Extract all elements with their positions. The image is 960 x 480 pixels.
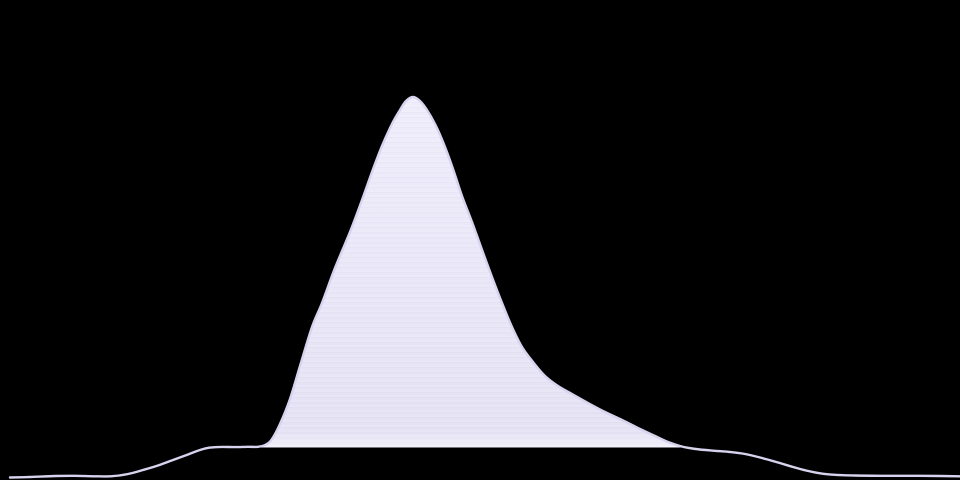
density-curve-line (8, 95, 960, 479)
density-area-texture (258, 97, 688, 448)
